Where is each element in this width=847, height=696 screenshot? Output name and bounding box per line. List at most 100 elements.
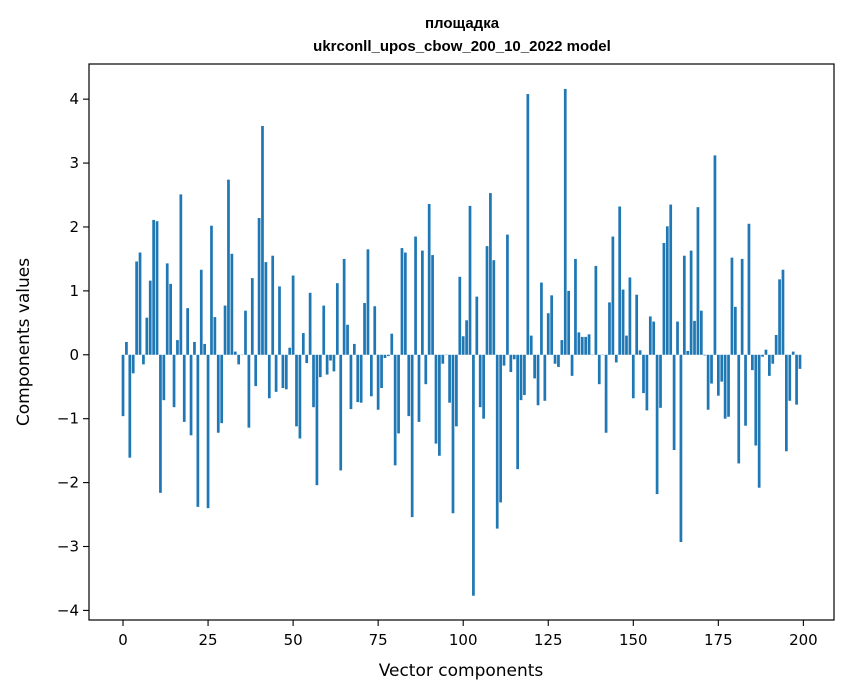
bar-44: [271, 255, 275, 355]
bar-185: [751, 354, 754, 371]
bar-133: [574, 258, 577, 355]
bar-107: [485, 246, 489, 355]
bar-32: [230, 253, 234, 355]
bar-136: [584, 336, 588, 355]
bar-156: [652, 321, 656, 355]
bar-45: [274, 354, 278, 392]
bar-180: [733, 306, 737, 355]
bar-14: [169, 283, 172, 355]
bar-61: [329, 354, 332, 361]
bar-54: [305, 354, 309, 364]
bar-57: [315, 354, 319, 486]
bar-70: [359, 354, 363, 403]
bar-189: [764, 349, 768, 355]
bar-92: [434, 354, 438, 444]
bar-3: [131, 354, 135, 374]
bar-37: [247, 354, 251, 428]
bar-128: [557, 354, 560, 367]
bar-151: [635, 294, 639, 355]
bar-150: [631, 354, 635, 399]
bar-117: [519, 354, 523, 401]
bar-176: [720, 354, 724, 382]
bar-22: [196, 354, 200, 507]
bar-199: [798, 354, 802, 369]
bar-60: [325, 354, 329, 375]
y-tick-label--4: −4: [57, 601, 79, 619]
bar-30: [223, 305, 227, 355]
bar-59: [322, 305, 326, 355]
bar-8: [148, 280, 152, 355]
bar-187: [757, 354, 761, 488]
bar-137: [587, 334, 591, 355]
bar-4: [135, 261, 138, 355]
bar-123: [540, 282, 543, 355]
bar-129: [560, 340, 564, 355]
bar-71: [363, 303, 366, 355]
bar-145: [614, 354, 618, 363]
bar-102: [468, 205, 472, 355]
bar-116: [516, 354, 519, 470]
y-axis: −4 −3 −2 −1 0 1 2 3 4: [57, 90, 89, 619]
bar-82: [400, 248, 404, 355]
bar-68: [352, 343, 356, 355]
bar-120: [529, 335, 533, 355]
bar-178: [727, 354, 730, 417]
bar-67: [349, 354, 353, 410]
bar-125: [546, 313, 550, 355]
bar-23: [199, 269, 203, 355]
bar-11: [159, 354, 162, 493]
bar-171: [703, 354, 707, 356]
bar-115: [512, 354, 516, 360]
bar-7: [145, 317, 149, 355]
bar-144: [611, 236, 615, 355]
bar-33: [233, 351, 237, 355]
bar-112: [502, 354, 506, 366]
bar-195: [785, 354, 788, 452]
bar-101: [465, 320, 468, 355]
x-tick-label-0: 0: [118, 631, 128, 649]
bar-174: [713, 155, 717, 355]
bar-143: [608, 302, 611, 355]
bar-162: [672, 354, 676, 450]
bar-39: [254, 354, 258, 387]
bar-16: [176, 340, 179, 355]
bar-94: [441, 354, 445, 364]
bar-160: [665, 226, 669, 355]
bar-170: [699, 310, 703, 355]
bar-179: [730, 257, 734, 355]
x-axis: 0 25 50 75 100 125 150 175 200: [118, 620, 818, 649]
bar-127: [553, 354, 557, 364]
bar-55: [308, 292, 312, 355]
bar-147: [621, 289, 625, 355]
bar-191: [771, 354, 775, 364]
bar-90: [427, 203, 431, 355]
bar-64: [339, 354, 343, 471]
bar-126: [550, 295, 554, 355]
bar-183: [744, 354, 747, 426]
bar-72: [366, 249, 370, 355]
bar-155: [648, 316, 652, 355]
x-tick-label-200: 200: [789, 631, 818, 649]
bar-188: [761, 354, 764, 357]
bar-130: [563, 88, 567, 355]
bar-77: [383, 354, 387, 358]
y-tick-label--1: −1: [57, 410, 79, 428]
bar-175: [716, 354, 720, 396]
bar-6: [142, 354, 145, 365]
bar-85: [410, 354, 414, 518]
bar-198: [795, 354, 798, 405]
bar-2: [128, 354, 132, 458]
y-tick-label--2: −2: [57, 474, 79, 492]
bar-81: [397, 354, 400, 434]
bar-36: [244, 310, 247, 355]
bar-10: [155, 221, 159, 355]
bar-103: [472, 354, 475, 596]
bar-38: [250, 278, 254, 355]
bar-108: [489, 193, 492, 355]
y-tick-label-1: 1: [69, 282, 79, 300]
bar-96: [448, 354, 451, 403]
bar-106: [482, 354, 485, 419]
bar-28: [216, 354, 220, 433]
bar-159: [662, 242, 666, 355]
bar-192: [774, 334, 778, 355]
